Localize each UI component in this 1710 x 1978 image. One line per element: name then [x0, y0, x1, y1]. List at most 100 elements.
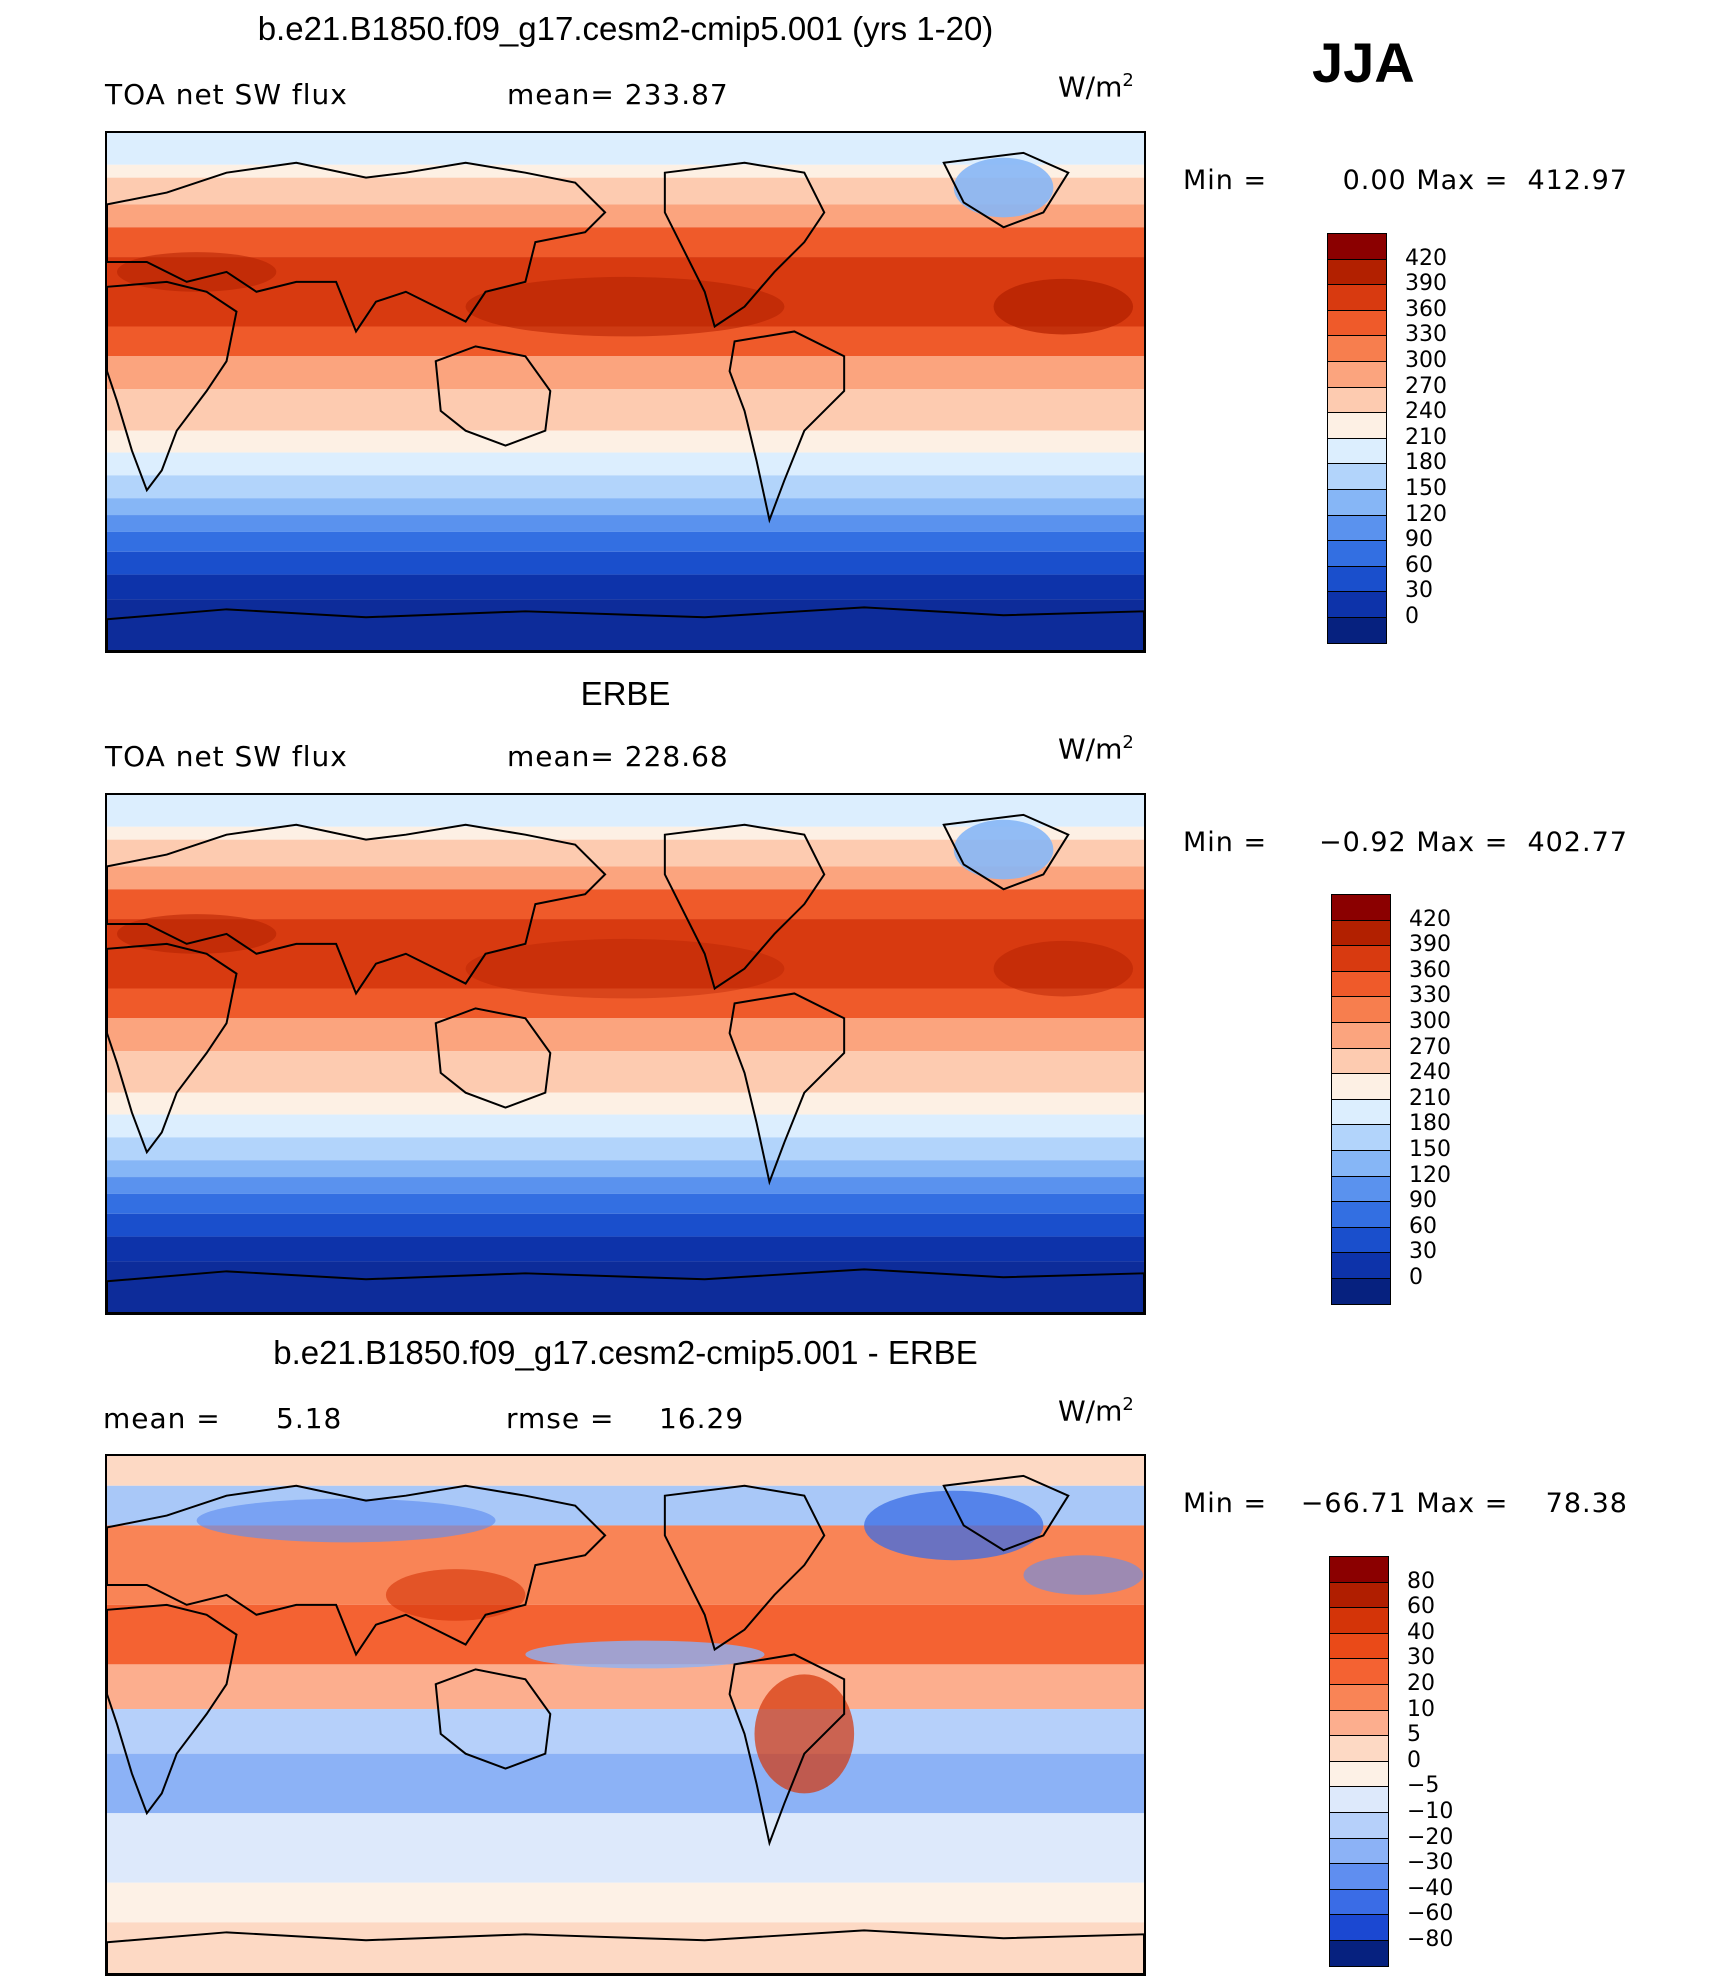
colorbar-swatch	[1329, 1684, 1389, 1711]
colorbar-swatch	[1327, 361, 1387, 388]
colorbar-swatch	[1331, 1098, 1391, 1126]
colorbar-label: −80	[1407, 1927, 1454, 1952]
panel-2-map-field	[107, 795, 1144, 1313]
colorbar-swatch	[1331, 1175, 1391, 1203]
colorbar-label: 330	[1405, 322, 1447, 348]
colorbar-label: 120	[1409, 1162, 1451, 1188]
colorbar-swatch	[1331, 919, 1391, 947]
colorbar-swatch	[1331, 996, 1391, 1023]
colorbar-swatch	[1331, 1047, 1391, 1075]
colorbar-label: −30	[1407, 1850, 1454, 1876]
colorbar-swatch	[1329, 1658, 1389, 1685]
panel-3-rmse-value: 16.29	[659, 1402, 745, 1435]
colorbar-label: 120	[1405, 501, 1447, 527]
panel-3-rmse-label: rmse =	[506, 1402, 615, 1435]
colorbar-swatch	[1327, 617, 1387, 644]
colorbar-label: 150	[1405, 476, 1447, 501]
panel-1-map	[105, 131, 1146, 653]
colorbar-swatch	[1329, 1812, 1389, 1839]
colorbar-label: 390	[1405, 271, 1447, 297]
colorbar-swatch	[1327, 386, 1387, 414]
colorbar-label: 420	[1409, 906, 1451, 932]
colorbar-swatch	[1327, 284, 1387, 311]
colorbar-swatch	[1329, 1863, 1389, 1890]
colorbar-label: 5	[1407, 1722, 1421, 1748]
colorbar-swatch	[1327, 565, 1387, 593]
colorbar-swatch	[1331, 1226, 1391, 1254]
colorbar-label: 30	[1407, 1645, 1435, 1671]
colorbar-label: 60	[1407, 1594, 1435, 1620]
colorbar-swatch	[1331, 970, 1391, 998]
colorbar-swatch	[1329, 1607, 1389, 1634]
colorbar-label: 330	[1409, 983, 1451, 1009]
colorbar-label: −40	[1407, 1875, 1454, 1901]
colorbar-label: 240	[1409, 1060, 1451, 1086]
colorbar-label: 40	[1407, 1619, 1435, 1645]
colorbar-label: −20	[1407, 1824, 1454, 1850]
panel-2-mean-label: mean= 228.68	[507, 740, 729, 773]
colorbar-swatch	[1327, 258, 1387, 286]
colorbar-label: −5	[1407, 1773, 1440, 1799]
panel-2-minmax: Min = −0.92 Max = 402.77	[1183, 827, 1628, 858]
colorbar-label: 90	[1405, 527, 1433, 553]
colorbar-swatch	[1331, 1201, 1391, 1228]
panel-3-minmax: Min = −66.71 Max = 78.38	[1183, 1488, 1628, 1519]
season-label: JJA	[1312, 31, 1415, 94]
panel-3-map	[105, 1454, 1146, 1976]
colorbar-label: 390	[1409, 932, 1451, 958]
colorbar-swatch	[1327, 514, 1387, 542]
colorbar-swatch	[1329, 1632, 1389, 1660]
colorbar-label: 360	[1409, 957, 1451, 983]
colorbar-label: 30	[1405, 578, 1433, 604]
colorbar-swatch	[1327, 412, 1387, 439]
panel-3-title: b.e21.B1850.f09_g17.cesm2-cmip5.001 - ER…	[273, 1334, 978, 1371]
panel-3-map-field	[107, 1456, 1144, 1974]
colorbar-swatch	[1329, 1581, 1389, 1609]
colorbar-label: 270	[1409, 1034, 1451, 1060]
colorbar-label: 210	[1409, 1085, 1451, 1111]
colorbar-label: 90	[1409, 1188, 1437, 1214]
colorbar-label: 270	[1405, 373, 1447, 399]
colorbar-swatch	[1331, 1278, 1391, 1305]
panel-3-units: W/m2	[1058, 1394, 1134, 1428]
panel-3-mean-value: 5.18	[276, 1402, 343, 1435]
panel-1-units: W/m2	[1058, 70, 1134, 104]
panel-1-map-field	[107, 133, 1144, 651]
colorbar-label: 80	[1407, 1568, 1435, 1594]
colorbar-label: 300	[1409, 1009, 1451, 1034]
colorbar-swatch	[1327, 591, 1387, 618]
colorbar-swatch	[1331, 1073, 1391, 1100]
colorbar-label: 210	[1405, 424, 1447, 450]
colorbar-swatch	[1329, 1786, 1389, 1813]
colorbar-swatch	[1331, 1150, 1391, 1177]
colorbar-swatch	[1329, 1709, 1389, 1737]
colorbar-swatch	[1329, 1914, 1389, 1941]
colorbar-label: 420	[1405, 245, 1447, 271]
colorbar-swatch	[1329, 1837, 1389, 1865]
colorbar-label: −60	[1407, 1901, 1454, 1927]
colorbar-label: 150	[1409, 1137, 1451, 1162]
colorbar-swatch	[1327, 233, 1387, 260]
colorbar-swatch	[1331, 1124, 1391, 1151]
colorbar-swatch	[1327, 335, 1387, 362]
colorbar-swatch	[1327, 463, 1387, 490]
panel-3-mean-label: mean =	[103, 1402, 221, 1435]
colorbar-swatch	[1327, 489, 1387, 516]
panel-2-title: ERBE	[580, 675, 671, 712]
colorbar-label: 240	[1405, 399, 1447, 425]
colorbar-swatch	[1327, 309, 1387, 337]
colorbar-label: 60	[1405, 552, 1433, 578]
panel-1-variable-label: TOA net SW flux	[105, 78, 348, 111]
colorbar-swatch	[1327, 540, 1387, 567]
colorbar-swatch	[1331, 945, 1391, 972]
colorbar-label: 180	[1409, 1111, 1451, 1137]
colorbar-label: −10	[1407, 1799, 1454, 1824]
panel-1-mean-label: mean= 233.87	[507, 78, 729, 111]
colorbar-label: 0	[1405, 604, 1419, 629]
colorbar-label: 20	[1407, 1671, 1435, 1696]
colorbar-label: 180	[1405, 450, 1447, 476]
colorbar-label: 30	[1409, 1239, 1437, 1265]
colorbar-label: 300	[1405, 348, 1447, 373]
panel-2-variable-label: TOA net SW flux	[105, 740, 348, 773]
colorbar-swatch	[1331, 1022, 1391, 1049]
